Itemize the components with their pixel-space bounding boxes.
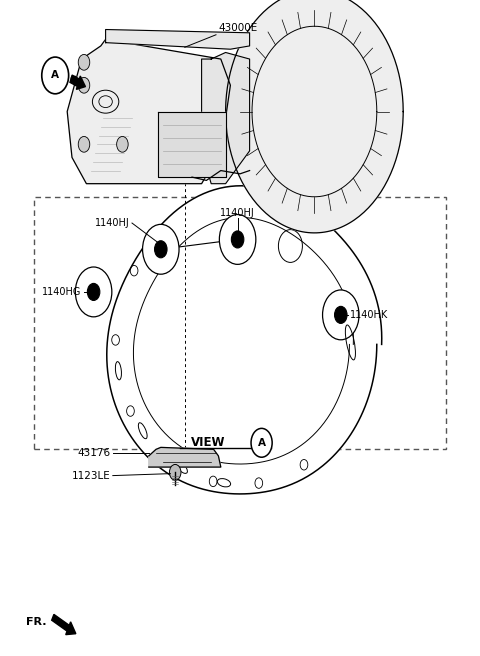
Text: FR.: FR. — [26, 617, 47, 627]
FancyArrow shape — [52, 615, 76, 634]
Text: 43176: 43176 — [77, 447, 110, 458]
Polygon shape — [106, 30, 250, 49]
Text: A: A — [51, 70, 59, 81]
Text: 1140HJ: 1140HJ — [95, 218, 130, 228]
Circle shape — [219, 215, 256, 264]
Circle shape — [117, 136, 128, 152]
Text: A: A — [258, 438, 265, 448]
Text: 43000E: 43000E — [218, 23, 258, 33]
Polygon shape — [149, 447, 221, 467]
Circle shape — [251, 428, 272, 457]
Bar — [34, 197, 446, 449]
FancyArrow shape — [70, 75, 85, 89]
Circle shape — [231, 231, 244, 248]
Circle shape — [143, 224, 179, 274]
Text: 1140HJ: 1140HJ — [220, 208, 255, 218]
Circle shape — [169, 464, 181, 480]
Circle shape — [75, 267, 112, 317]
Circle shape — [78, 136, 90, 152]
Polygon shape — [67, 39, 230, 184]
Polygon shape — [202, 52, 250, 184]
Text: 1123LE: 1123LE — [72, 470, 110, 481]
Text: VIEW: VIEW — [191, 436, 226, 449]
Polygon shape — [226, 0, 403, 233]
Circle shape — [78, 77, 90, 93]
Text: 1140HG: 1140HG — [42, 287, 82, 297]
Circle shape — [87, 283, 100, 300]
Text: 1140HK: 1140HK — [350, 310, 389, 320]
Polygon shape — [158, 112, 226, 177]
Polygon shape — [107, 186, 382, 494]
Circle shape — [323, 290, 359, 340]
Circle shape — [78, 54, 90, 70]
Circle shape — [42, 57, 69, 94]
Circle shape — [335, 306, 347, 323]
Circle shape — [155, 241, 167, 258]
